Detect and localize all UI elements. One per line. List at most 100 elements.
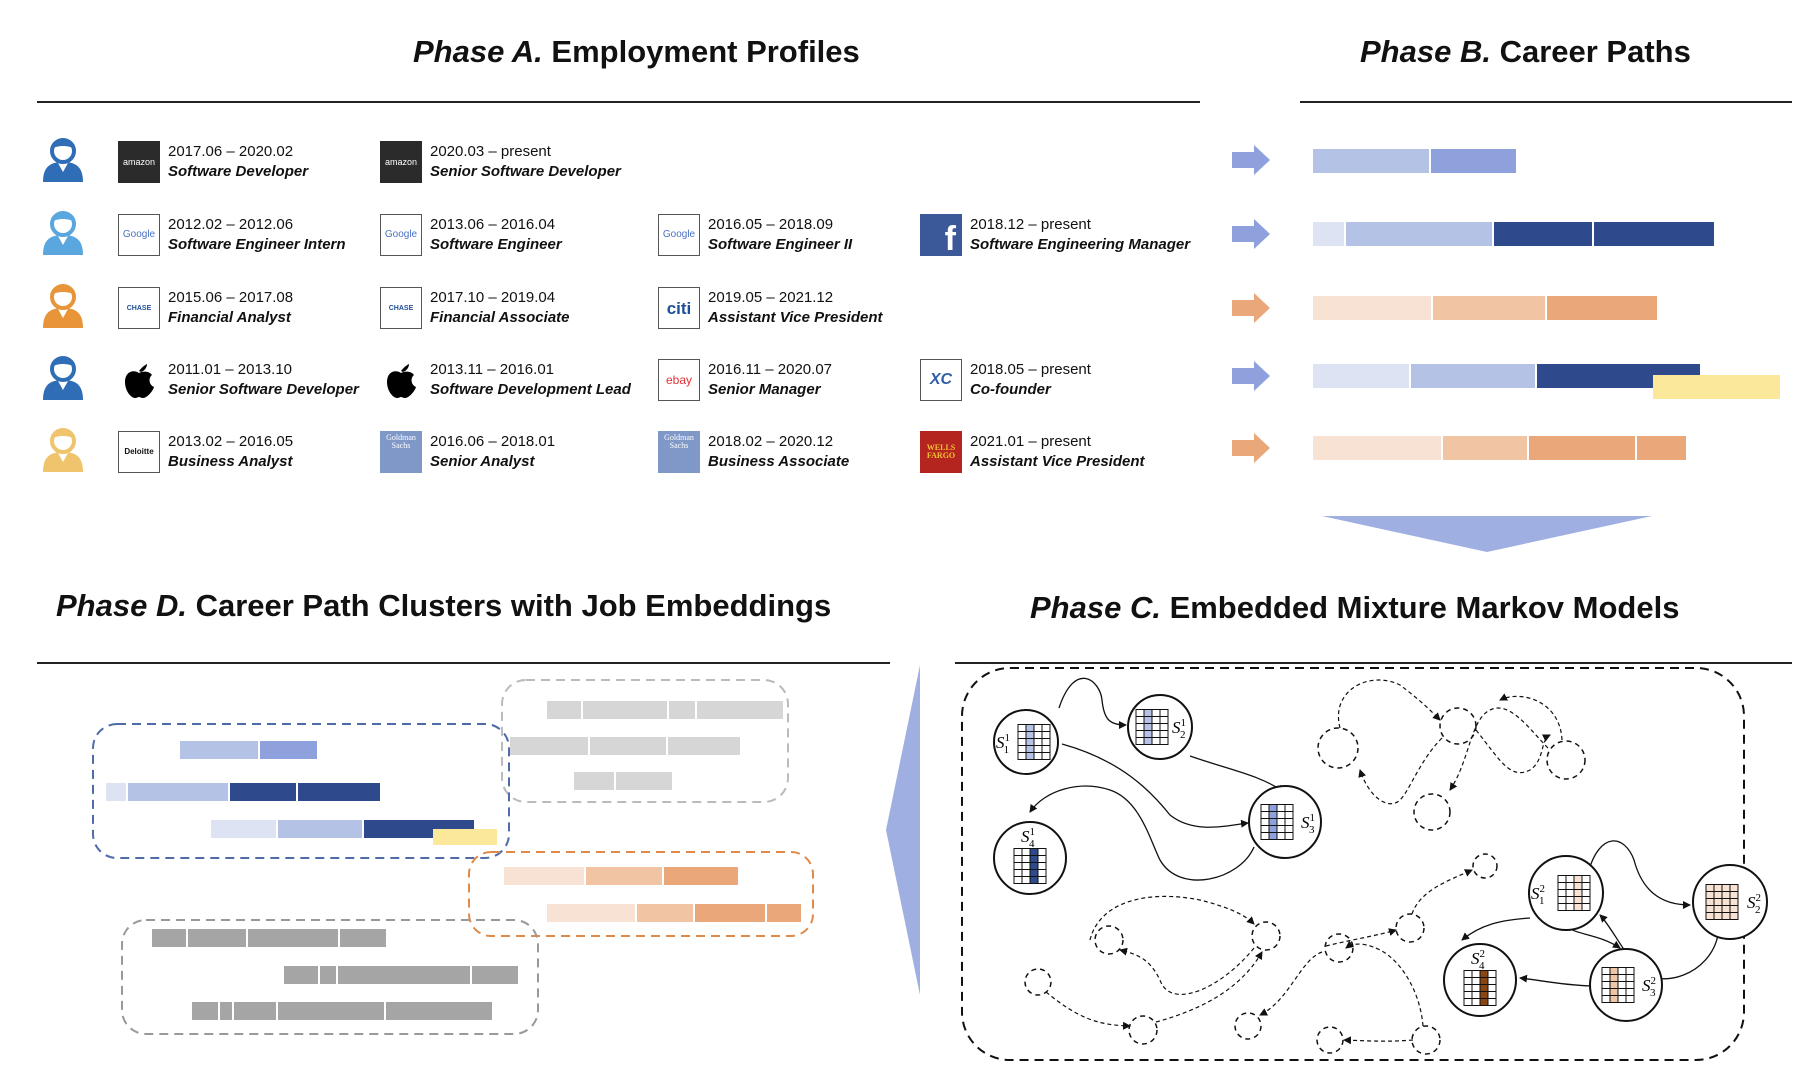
cluster-box-blue — [92, 723, 510, 859]
cluster-gray-dark-bar — [340, 929, 386, 947]
cluster-gray-dark-bar — [338, 966, 470, 984]
embedding-cell — [1037, 855, 1047, 863]
goldman-logo: Goldman Sachs — [380, 431, 422, 473]
embedding-cell — [1284, 811, 1294, 819]
embedding-cell — [1565, 896, 1575, 904]
embedding-cell — [1721, 905, 1731, 913]
logo-text: Goldman Sachs — [664, 433, 694, 450]
deloitte-logo: Deloitte — [118, 431, 160, 473]
person-icon — [43, 211, 83, 255]
embedding-cell — [1557, 903, 1567, 911]
dashed-transition — [1259, 951, 1323, 1016]
embedding-cell — [1143, 730, 1153, 738]
job-title: Senior Manager — [708, 381, 821, 398]
apple-icon — [387, 364, 416, 398]
phase-a-title: Phase A. Employment Profiles — [413, 34, 860, 70]
job-title: Assistant Vice President — [970, 453, 1145, 470]
embedding-cell — [1041, 752, 1051, 760]
cluster-gray-light-bar — [510, 737, 588, 755]
embedding-cell — [1017, 738, 1027, 746]
embedding-cell — [1260, 811, 1270, 819]
job-dates: 2018.02 – 2020.12 — [708, 433, 834, 450]
embedding-cell — [1471, 984, 1481, 992]
embedding-cell — [1143, 737, 1153, 745]
cluster-gray-dark-bar — [234, 1002, 276, 1020]
embedding-cell — [1017, 731, 1027, 739]
cluster-blue-bar — [433, 829, 497, 845]
apple-icon — [125, 364, 154, 398]
embedding-cell — [1557, 882, 1567, 890]
embedding-cell — [1609, 981, 1619, 989]
embedding-cell — [1033, 738, 1043, 746]
job-title: Senior Analyst — [430, 453, 535, 470]
path-1-job-1 — [1313, 149, 1429, 173]
cluster-gray-light-bar — [669, 701, 695, 719]
wellsfargo-logo: WELLS FARGO — [920, 431, 962, 473]
embedding-cell — [1029, 855, 1039, 863]
embedding-cell — [1463, 991, 1473, 999]
arrow-c-to-d — [886, 665, 920, 995]
embedding-cell — [1565, 882, 1575, 890]
phase-a-name: Employment Profiles — [542, 34, 860, 69]
embedding-cell — [1625, 995, 1635, 1003]
dashed-transition — [1119, 947, 1255, 995]
embedding-cell — [1463, 984, 1473, 992]
phase-c-label: Phase C. — [1030, 590, 1161, 625]
cluster-orange-bar — [664, 867, 738, 885]
embedding-cell — [1025, 738, 1035, 746]
path-4-job-2 — [1411, 364, 1535, 388]
cluster-orange-bar — [695, 904, 765, 922]
path-3-job-2 — [1433, 296, 1545, 320]
embedding-cell — [1135, 737, 1145, 745]
embedding-cell — [1609, 974, 1619, 982]
person-icon — [43, 428, 83, 472]
job-dates: 2013.06 – 2016.04 — [430, 216, 556, 233]
path-2-job-1 — [1313, 222, 1344, 246]
embedding-cell — [1463, 977, 1473, 985]
embedding-cell — [1025, 731, 1035, 739]
embedding-cell — [1135, 730, 1145, 738]
job-dates: 2016.06 – 2018.01 — [430, 433, 556, 450]
job-title: Software Development Lead — [430, 381, 631, 398]
embedding-cell — [1565, 903, 1575, 911]
state-s2-1: S1 2 — [1127, 694, 1193, 760]
phase-d-label: Phase D. — [56, 588, 187, 623]
embedding-cell — [1479, 998, 1489, 1006]
embedding-cell — [1581, 896, 1591, 904]
embedding-cell — [1729, 891, 1739, 899]
dashed-transition — [1337, 679, 1441, 729]
dashed-state — [1317, 727, 1359, 769]
logo-text: amazon — [384, 156, 418, 167]
embedding-cell — [1625, 967, 1635, 975]
job-title: Software Developer — [168, 163, 309, 180]
transition-21-to-22 — [1587, 840, 1691, 909]
logo-text: CHASE — [126, 304, 152, 312]
embedding-cell — [1471, 977, 1481, 985]
embedding-cell — [1284, 818, 1294, 826]
markov-states: S1 1 S1 2 S1 3 S1 4 S2 1 S2 2 S2 3 S2 4 — [993, 694, 1768, 1022]
cluster-orange-bar — [637, 904, 693, 922]
embedding-cell — [1033, 731, 1043, 739]
embedding-cell — [1609, 988, 1619, 996]
job-title: Software Engineer — [430, 236, 562, 253]
state-label: S2 2 — [1747, 892, 1761, 916]
embedding-cell — [1041, 738, 1051, 746]
embedding-cell — [1276, 818, 1286, 826]
embedding-cell — [1601, 981, 1611, 989]
embedding-cell — [1721, 891, 1731, 899]
embedding-cell — [1705, 905, 1715, 913]
state-label: S2 3 — [1642, 975, 1656, 999]
embedding-cell — [1617, 974, 1627, 982]
row-arrow-3 — [1232, 293, 1270, 323]
mixture-model-box — [961, 667, 1745, 1061]
embedding-cell — [1268, 825, 1278, 833]
embedding-cell — [1573, 903, 1583, 911]
state-label: S2 4 — [1471, 948, 1485, 972]
embedding-cell — [1151, 716, 1161, 724]
embedding-cell — [1565, 875, 1575, 883]
embedding-cell — [1581, 875, 1591, 883]
row-arrow-1 — [1232, 145, 1270, 175]
job-title: Financial Associate — [430, 309, 570, 326]
cluster-gray-dark-bar — [188, 929, 246, 947]
row-arrow-5 — [1232, 433, 1270, 463]
